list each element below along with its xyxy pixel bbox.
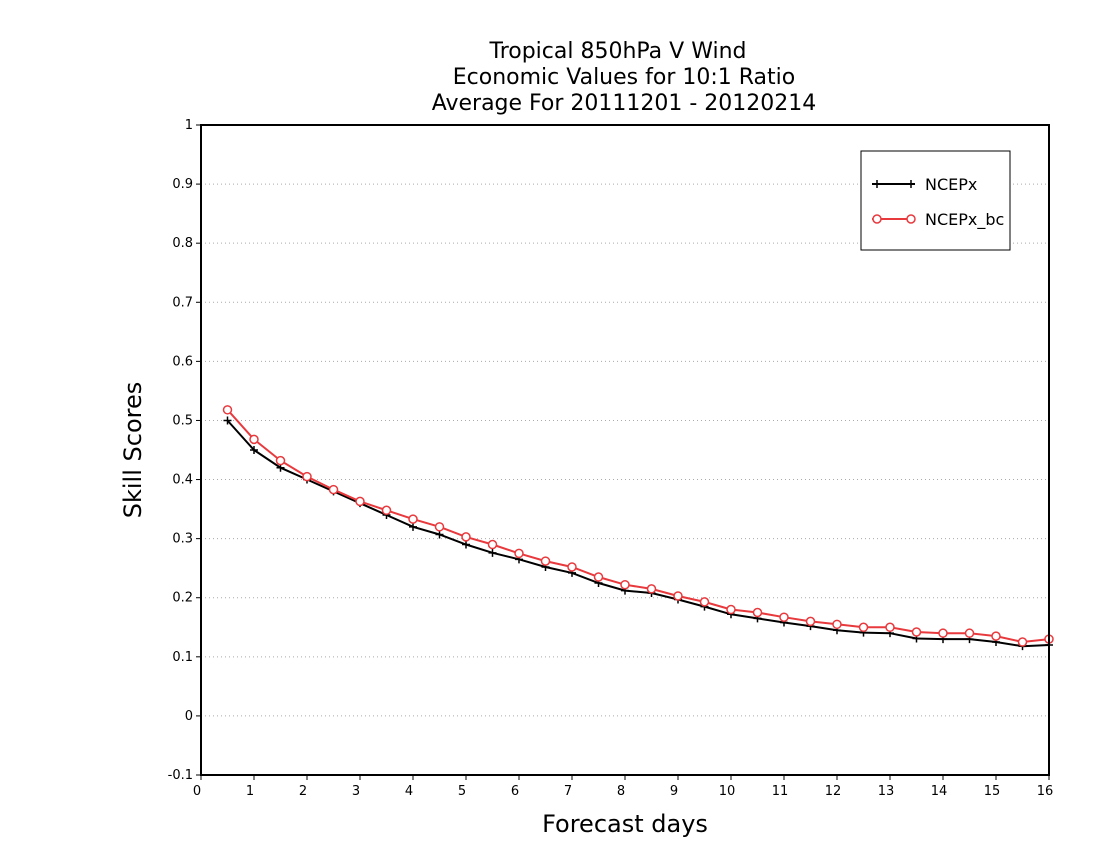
x-tick-label: 8 [617,784,625,799]
legend-item-NCEPx_bc: NCEPx_bc [872,210,1004,230]
data-point [223,416,232,425]
y-tick-label: 0.5 [172,413,193,428]
x-tick-label: 4 [405,784,413,799]
x-tick-label: 6 [511,784,519,799]
series-NCEPx [223,416,1053,651]
data-point [249,434,259,445]
data-point [462,540,470,549]
y-tick-label: 0.6 [172,354,193,369]
data-point [593,572,604,582]
x-tick-label: 14 [931,784,948,799]
data-point [435,530,444,539]
y-axis: -0.1 0 0.1 0.2 0.3 0.4 0.5 0.6 0.7 0.8 0.9 1 [168,118,201,783]
data-point [964,628,975,638]
y-tick-label: 0 [185,709,193,724]
gridlines [201,183,1049,717]
data-point [911,627,922,637]
x-axis: 0 1 2 3 4 5 6 7 8 9 10 11 12 13 14 15 16 [193,775,1053,799]
chart-title: Tropical 850hPa V Wind Economic Values f… [432,39,817,116]
plot-series [222,405,1054,651]
x-tick-label: 15 [984,784,1001,799]
legend-label: NCEPx [925,175,977,194]
data-point [858,622,869,633]
legend-marker [872,214,882,224]
x-tick-label: 3 [352,784,360,799]
legend: NCEPx NCEPx_bc [860,150,1011,251]
data-point [620,579,630,590]
data-point [487,539,498,550]
data-point [752,607,763,618]
legend-marker [873,180,881,188]
x-tick-label: 12 [825,784,842,799]
data-point [646,584,657,594]
title-line-3: Average For 20111201 - 20120214 [432,91,817,116]
series-line [226,409,1050,644]
data-point [409,522,417,531]
data-point [434,522,445,532]
data-point [885,622,895,633]
data-point [302,471,312,482]
data-point [250,446,258,454]
data-point [779,612,789,622]
data-point [726,604,736,615]
y-tick-label: -0.1 [168,768,193,783]
data-point [699,597,710,607]
x-tick-label: 2 [299,784,307,799]
x-tick-label: 16 [1037,784,1054,799]
legend-label: NCEPx_bc [925,210,1004,230]
data-point [408,514,418,524]
data-point [222,405,233,415]
data-point [1017,637,1028,647]
legend-marker [906,214,916,224]
y-axis-title: Skill Scores [119,382,147,519]
series-NCEPx_bc [222,405,1054,647]
y-tick-label: 0.7 [172,295,193,310]
y-tick-label: 0.9 [172,177,193,192]
data-point [938,628,948,638]
legend-box [860,150,1011,251]
x-tick-label: 7 [564,784,572,799]
data-point [328,484,339,495]
y-tick-label: 1 [185,118,193,133]
data-point [514,548,524,559]
data-point [805,616,816,627]
y-tick-label: 0.3 [172,532,193,547]
x-tick-label: 11 [772,784,789,799]
x-tick-label: 9 [670,784,678,799]
x-tick-label: 1 [246,784,254,799]
data-point [832,619,842,630]
y-tick-label: 0.4 [172,473,193,488]
y-tick-label: 0.2 [172,591,193,606]
series-line [226,419,1050,648]
x-tick-label: 5 [458,784,466,799]
data-point [991,631,1001,641]
data-point [355,496,365,507]
x-axis-title: Forecast days [542,810,708,838]
title-line-1: Tropical 850hPa V Wind [488,39,746,64]
data-point [540,556,551,566]
y-tick-label: 0.1 [172,650,193,665]
data-point [673,591,683,601]
legend-marker [907,180,915,188]
data-point [488,548,497,557]
data-point [381,505,392,516]
legend-item-NCEPx: NCEPx [872,175,977,194]
data-point [275,455,286,466]
x-tick-label: 0 [193,784,201,799]
data-point [567,562,577,572]
data-point [461,532,471,542]
x-tick-label: 10 [719,784,736,799]
y-tick-label: 0.8 [172,236,193,251]
title-line-2: Economic Values for 10:1 Ratio [453,65,795,90]
x-tick-label: 13 [878,784,895,799]
plot-frame [200,124,1050,776]
